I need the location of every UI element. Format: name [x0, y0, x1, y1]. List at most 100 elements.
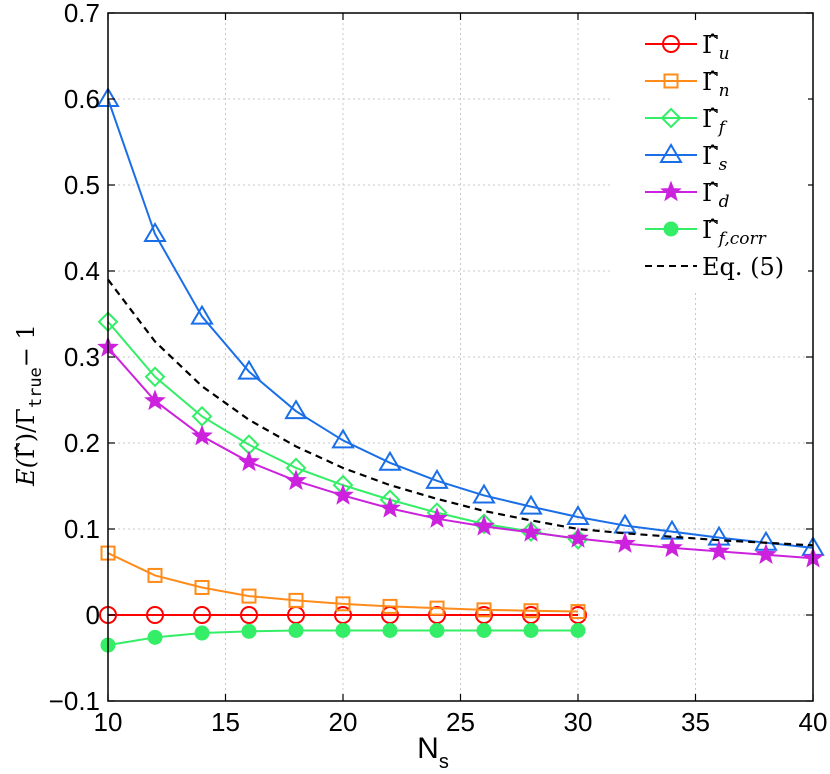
y-axis-label-e: − 1: [12, 324, 40, 367]
y-tick-label: 0: [86, 600, 100, 630]
data-point: [429, 622, 445, 638]
legend-label-sub: f: [717, 118, 728, 138]
data-point: [147, 629, 163, 645]
data-point: [382, 622, 398, 638]
data-point: [426, 507, 448, 528]
legend-label-base: Γ̂: [702, 216, 719, 244]
legend-marker: [659, 143, 683, 163]
y-axis-label-c: )/Γ: [12, 408, 40, 442]
y-axis-label-d: true: [26, 367, 46, 408]
data-point: [519, 494, 543, 515]
data-point: [143, 222, 167, 243]
legend-label: Γ̂f: [702, 105, 728, 138]
data-point: [241, 623, 257, 639]
series-4: [97, 336, 824, 568]
series-line: [107, 552, 579, 613]
data-point: [288, 592, 304, 608]
data-point: [241, 588, 257, 604]
x-tick-label: 30: [564, 707, 593, 737]
legend-label: Γ̂d: [702, 179, 730, 212]
legend-item: Γ̂u: [645, 31, 730, 64]
y-tick-label: −0.1: [49, 686, 100, 716]
legend-label: Γ̂f,corr: [702, 216, 767, 249]
y-axis-label-a: E(: [12, 458, 40, 487]
series-line: [107, 98, 814, 549]
x-axis-label-base: N: [417, 732, 439, 765]
data-point: [144, 366, 166, 388]
legend-item: Γ̂n: [645, 68, 730, 101]
data-point: [429, 600, 445, 616]
legend-label-base: Γ̂: [702, 142, 719, 170]
x-tick-label: 40: [799, 707, 828, 737]
legend-marker: [660, 180, 682, 202]
y-tick-label: 0.3: [64, 342, 100, 372]
data-point: [661, 536, 683, 558]
data-point: [191, 424, 213, 446]
y-tick-label: 0.2: [64, 428, 100, 458]
data-point: [476, 602, 492, 618]
data-point: [614, 532, 636, 553]
legend-label-base: Γ̂: [702, 31, 719, 59]
data-point: [473, 513, 495, 535]
data-point: [566, 504, 590, 525]
data-point: [240, 606, 258, 624]
data-point: [335, 622, 351, 638]
data-point: [190, 304, 214, 325]
y-axis-label-b: Γ̂: [12, 442, 40, 459]
y-tick-label: 0.1: [64, 514, 100, 544]
data-point: [331, 428, 355, 449]
x-tick-label: 20: [329, 707, 358, 737]
legend-label-base: Γ̂: [702, 179, 719, 207]
legend-label-base: Eq. (5): [702, 253, 784, 281]
data-point: [193, 606, 211, 624]
legend-label-sub: d: [719, 192, 730, 212]
legend-item: Γ̂d: [645, 179, 730, 212]
data-point: [194, 579, 210, 595]
data-point: [425, 468, 449, 489]
series-layer: [96, 87, 825, 653]
legend-label-sub: n: [719, 81, 730, 101]
legend-marker: [660, 107, 682, 129]
x-axis-label: Ns: [417, 732, 449, 773]
legend-label-sub: u: [719, 44, 730, 64]
data-point: [570, 604, 586, 620]
legend-label: Γ̂s: [702, 142, 728, 175]
y-axis-label: E(Γ̂)/Γtrue− 1: [12, 324, 46, 487]
data-point: [520, 521, 542, 542]
legend-label: Γ̂n: [702, 68, 730, 101]
legend-item: Γ̂f,corr: [645, 216, 767, 249]
data-point: [335, 596, 351, 612]
data-point: [382, 598, 398, 614]
data-point: [473, 514, 495, 536]
data-point: [520, 521, 542, 542]
x-tick-label: 25: [446, 707, 475, 737]
legend-label-sub: s: [719, 155, 728, 175]
data-point: [570, 622, 586, 638]
series-line: [107, 278, 814, 547]
legend-label-base: Γ̂: [702, 68, 719, 96]
axis-ticks: 10 15 20 25 30 35 40 −0.1 0 0.1 0.2 0.3 0.4 0.5 0.6 0.7: [49, 0, 828, 737]
y-tick-label: 0.5: [64, 170, 100, 200]
data-point: [523, 622, 539, 638]
series-5: [100, 622, 586, 653]
data-point: [378, 450, 402, 471]
y-tick-label: 0.6: [64, 84, 100, 114]
data-point: [288, 622, 304, 638]
legend-item: Γ̂f: [645, 105, 728, 138]
data-point: [238, 450, 260, 472]
data-point: [708, 539, 730, 561]
data-point: [523, 603, 539, 619]
legend-item: Γ̂s: [645, 142, 728, 175]
data-point: [755, 543, 777, 565]
legend-label-sub: f,corr: [717, 229, 767, 249]
legend-box: [612, 20, 808, 290]
data-point: [284, 399, 308, 420]
legend-marker: [663, 221, 679, 237]
legend-marker: [663, 73, 679, 89]
legend-marker: [662, 35, 680, 53]
x-tick-label: 15: [211, 707, 240, 737]
data-point: [144, 389, 166, 411]
data-point: [472, 483, 496, 504]
legend-item: Eq. (5): [645, 253, 784, 281]
